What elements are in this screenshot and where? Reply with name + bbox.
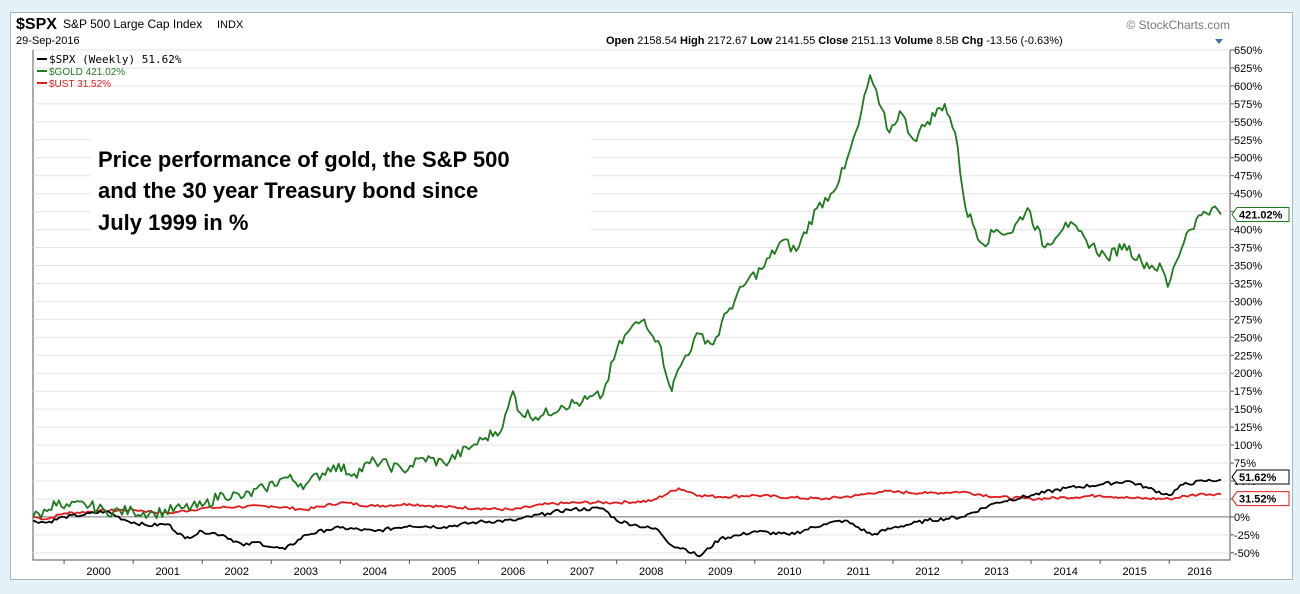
chart-header: $SPX S&P 500 Large Cap Index INDX 29-Sep… <box>16 16 1230 47</box>
volume-value: 8.5B <box>936 35 959 47</box>
x-tick-label: 2001 <box>155 566 179 578</box>
legend-label-gold: $GOLD 421.02% <box>49 67 125 78</box>
y-tick-label: 0% <box>1234 512 1250 524</box>
x-tick-label: 2000 <box>86 566 110 578</box>
y-tick-label: 600% <box>1234 81 1262 93</box>
series-line-ust <box>32 487 1222 521</box>
x-tick-label: 2008 <box>639 566 663 578</box>
end-value-tags: 421.02% 51.62% 31.52% <box>1231 206 1290 507</box>
y-tick-label: 300% <box>1234 296 1262 308</box>
volume-label: Volume <box>894 35 933 47</box>
x-tick-label: 2012 <box>915 566 939 578</box>
x-tick-label: 2016 <box>1187 566 1211 578</box>
chg-value: -13.56 (-0.63%) <box>986 35 1062 47</box>
close-value: 2151.13 <box>851 35 891 47</box>
x-tick-label: 2013 <box>984 566 1008 578</box>
end-tag-ust-label: 31.52% <box>1239 494 1277 506</box>
y-tick-label: 500% <box>1234 153 1262 165</box>
y-tick-label: 375% <box>1234 243 1262 255</box>
date-label: 29-Sep-2016 <box>16 35 80 47</box>
y-tick-label: 250% <box>1234 332 1262 344</box>
y-tick-label: 625% <box>1234 63 1262 75</box>
y-tick-label: 75% <box>1234 458 1256 470</box>
y-tick-label: 475% <box>1234 171 1262 183</box>
open-value: 2158.54 <box>637 35 677 47</box>
y-tick-label: 350% <box>1234 260 1262 272</box>
chevron-down-icon[interactable] <box>1215 39 1223 44</box>
x-tick-label: 2009 <box>708 566 732 578</box>
series-layer <box>32 74 1222 558</box>
index-name-label: S&P 500 Large Cap Index <box>63 17 202 31</box>
y-tick-label: 325% <box>1234 278 1262 290</box>
low-value: 2141.55 <box>775 35 815 47</box>
x-tick-label: 2015 <box>1122 566 1146 578</box>
end-tag-ust: 31.52% <box>1231 491 1290 507</box>
legend-entry-ust: $UST 31.52% <box>37 79 111 90</box>
open-label: Open <box>606 35 634 47</box>
y-tick-label: 525% <box>1234 135 1262 147</box>
end-tag-spx: 51.62% <box>1231 469 1290 485</box>
y-tick-label: 575% <box>1234 99 1262 111</box>
y-tick-label: 275% <box>1234 314 1262 326</box>
y-tick-label: 175% <box>1234 386 1262 398</box>
brand-label: © StockCharts.com <box>1126 18 1230 32</box>
y-tick-label: 400% <box>1234 225 1262 237</box>
x-axis: 2000 2001 2002 2003 2004 2005 2006 2007 2008 2009… <box>63 560 1212 578</box>
x-tick-label: 2002 <box>225 566 249 578</box>
annotation-line-3: July 1999 in % <box>98 210 248 235</box>
x-tick-label: 2006 <box>501 566 525 578</box>
end-tag-ust-shape <box>1231 491 1290 507</box>
low-label: Low <box>750 35 772 47</box>
series-line-spx <box>32 478 1222 558</box>
x-tick-label: 2014 <box>1053 566 1077 578</box>
y-tick-label: -25% <box>1234 530 1260 542</box>
grid-layer <box>33 49 1230 554</box>
legend-label-spx: $SPX (Weekly) 51.62% <box>49 53 182 66</box>
quote-line: Open 2158.54 High 2172.67 Low 2141.55 Cl… <box>606 35 1063 47</box>
y-tick-label: 150% <box>1234 404 1262 416</box>
chart-frame: $SPX S&P 500 Large Cap Index INDX 29-Sep… <box>10 12 1293 580</box>
end-tag-gold-label: 421.02% <box>1239 209 1283 221</box>
symbol-label: $SPX <box>16 16 57 33</box>
annotation-line-1: Price performance of gold, the S&P 500 <box>98 147 510 172</box>
annotation-line-2: and the 30 year Treasury bond since <box>98 178 478 203</box>
y-tick-label: -50% <box>1234 548 1260 560</box>
x-tick-label: 2004 <box>363 566 387 578</box>
legend: $SPX (Weekly) 51.62% $GOLD 421.02% $UST … <box>37 53 182 90</box>
y-tick-label: 225% <box>1234 350 1262 362</box>
end-tag-spx-label: 51.62% <box>1239 472 1277 484</box>
annotation-box: Price performance of gold, the S&P 500 a… <box>91 137 591 247</box>
end-tag-gold-shape <box>1231 206 1290 222</box>
y-tick-label: 450% <box>1234 189 1262 201</box>
legend-entry-spx: $SPX (Weekly) 51.62% <box>37 53 182 66</box>
x-tick-label: 2005 <box>432 566 456 578</box>
end-tag-gold: 421.02% <box>1231 206 1290 222</box>
legend-entry-gold: $GOLD 421.02% <box>37 67 125 78</box>
y-tick-label: 100% <box>1234 440 1262 452</box>
y-tick-label: 125% <box>1234 422 1262 434</box>
close-label: Close <box>818 35 848 47</box>
plot-area <box>32 49 1231 561</box>
y-tick-label: 650% <box>1234 45 1262 57</box>
chg-label: Chg <box>962 35 983 47</box>
y-tick-label: 200% <box>1234 368 1262 380</box>
x-tick-label: 2003 <box>294 566 318 578</box>
chart-svg: $SPX S&P 500 Large Cap Index INDX 29-Sep… <box>16 16 1290 578</box>
y-tick-label: 550% <box>1234 117 1262 129</box>
end-tag-spx-shape <box>1231 469 1290 485</box>
high-value: 2172.67 <box>708 35 748 47</box>
exchange-label: INDX <box>217 19 244 31</box>
high-label: High <box>680 35 705 47</box>
x-tick-label: 2011 <box>847 566 871 578</box>
x-tick-label: 2010 <box>777 566 801 578</box>
x-tick-label: 2007 <box>570 566 594 578</box>
legend-label-ust: $UST 31.52% <box>49 79 111 90</box>
annotation-background <box>91 137 591 247</box>
series-line-gold <box>32 74 1222 520</box>
